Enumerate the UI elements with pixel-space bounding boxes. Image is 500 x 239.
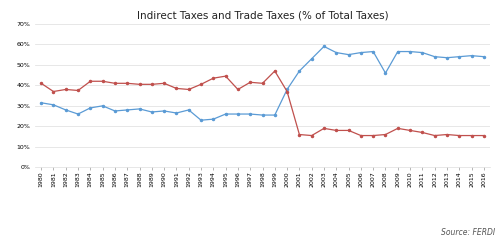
Indirect taxes (% of total taxes)	[296, 70, 302, 72]
Title: Indirect Taxes and Trade Taxes (% of Total Taxes): Indirect Taxes and Trade Taxes (% of Tot…	[136, 10, 388, 20]
Trade taxes (% of total taxes)	[75, 89, 81, 92]
Indirect taxes (% of total taxes)	[161, 109, 167, 112]
Indirect taxes (% of total taxes)	[321, 45, 327, 48]
Indirect taxes (% of total taxes)	[432, 55, 438, 58]
Trade taxes (% of total taxes)	[100, 80, 105, 83]
Trade taxes (% of total taxes)	[444, 133, 450, 136]
Trade taxes (% of total taxes)	[395, 127, 401, 130]
Indirect taxes (% of total taxes)	[62, 109, 68, 111]
Indirect taxes (% of total taxes)	[222, 113, 228, 115]
Trade taxes (% of total taxes)	[407, 129, 413, 132]
Indirect taxes (% of total taxes)	[382, 72, 388, 75]
Trade taxes (% of total taxes)	[284, 90, 290, 93]
Text: Source: FERDI: Source: FERDI	[441, 228, 495, 237]
Trade taxes (% of total taxes)	[186, 88, 192, 91]
Trade taxes (% of total taxes)	[382, 133, 388, 136]
Trade taxes (% of total taxes)	[296, 133, 302, 136]
Indirect taxes (% of total taxes)	[50, 103, 56, 106]
Indirect taxes (% of total taxes)	[468, 54, 474, 57]
Indirect taxes (% of total taxes)	[444, 56, 450, 59]
Trade taxes (% of total taxes)	[420, 131, 426, 134]
Trade taxes (% of total taxes)	[161, 82, 167, 85]
Line: Indirect taxes (% of total taxes): Indirect taxes (% of total taxes)	[40, 45, 485, 121]
Indirect taxes (% of total taxes)	[235, 113, 241, 115]
Trade taxes (% of total taxes)	[50, 90, 56, 93]
Trade taxes (% of total taxes)	[38, 82, 44, 85]
Trade taxes (% of total taxes)	[88, 80, 94, 83]
Trade taxes (% of total taxes)	[456, 134, 462, 137]
Indirect taxes (% of total taxes)	[456, 55, 462, 58]
Trade taxes (% of total taxes)	[468, 134, 474, 137]
Indirect taxes (% of total taxes)	[149, 111, 155, 114]
Indirect taxes (% of total taxes)	[136, 108, 142, 110]
Indirect taxes (% of total taxes)	[100, 104, 105, 107]
Indirect taxes (% of total taxes)	[481, 55, 487, 58]
Trade taxes (% of total taxes)	[112, 82, 118, 85]
Indirect taxes (% of total taxes)	[420, 51, 426, 54]
Indirect taxes (% of total taxes)	[75, 113, 81, 115]
Trade taxes (% of total taxes)	[370, 134, 376, 137]
Trade taxes (% of total taxes)	[321, 127, 327, 130]
Line: Trade taxes (% of total taxes): Trade taxes (% of total taxes)	[40, 70, 485, 137]
Trade taxes (% of total taxes)	[334, 129, 340, 132]
Indirect taxes (% of total taxes)	[38, 101, 44, 104]
Trade taxes (% of total taxes)	[136, 83, 142, 86]
Indirect taxes (% of total taxes)	[407, 50, 413, 53]
Trade taxes (% of total taxes)	[346, 129, 352, 132]
Trade taxes (% of total taxes)	[308, 134, 314, 137]
Indirect taxes (% of total taxes)	[370, 50, 376, 53]
Trade taxes (% of total taxes)	[247, 81, 253, 84]
Indirect taxes (% of total taxes)	[260, 114, 266, 116]
Indirect taxes (% of total taxes)	[112, 109, 118, 112]
Indirect taxes (% of total taxes)	[174, 112, 180, 114]
Trade taxes (% of total taxes)	[149, 83, 155, 86]
Trade taxes (% of total taxes)	[432, 134, 438, 137]
Indirect taxes (% of total taxes)	[272, 114, 278, 116]
Indirect taxes (% of total taxes)	[284, 88, 290, 91]
Trade taxes (% of total taxes)	[272, 70, 278, 72]
Trade taxes (% of total taxes)	[481, 134, 487, 137]
Trade taxes (% of total taxes)	[235, 88, 241, 91]
Trade taxes (% of total taxes)	[210, 77, 216, 80]
Trade taxes (% of total taxes)	[198, 83, 204, 86]
Trade taxes (% of total taxes)	[358, 134, 364, 137]
Indirect taxes (% of total taxes)	[308, 57, 314, 60]
Indirect taxes (% of total taxes)	[247, 113, 253, 115]
Indirect taxes (% of total taxes)	[124, 109, 130, 111]
Trade taxes (% of total taxes)	[62, 88, 68, 91]
Trade taxes (% of total taxes)	[174, 87, 180, 90]
Indirect taxes (% of total taxes)	[358, 51, 364, 54]
Trade taxes (% of total taxes)	[124, 82, 130, 85]
Indirect taxes (% of total taxes)	[346, 53, 352, 56]
Trade taxes (% of total taxes)	[222, 75, 228, 78]
Indirect taxes (% of total taxes)	[88, 106, 94, 109]
Trade taxes (% of total taxes)	[260, 82, 266, 85]
Indirect taxes (% of total taxes)	[198, 119, 204, 122]
Indirect taxes (% of total taxes)	[210, 118, 216, 121]
Indirect taxes (% of total taxes)	[186, 109, 192, 111]
Indirect taxes (% of total taxes)	[334, 51, 340, 54]
Indirect taxes (% of total taxes)	[395, 50, 401, 53]
